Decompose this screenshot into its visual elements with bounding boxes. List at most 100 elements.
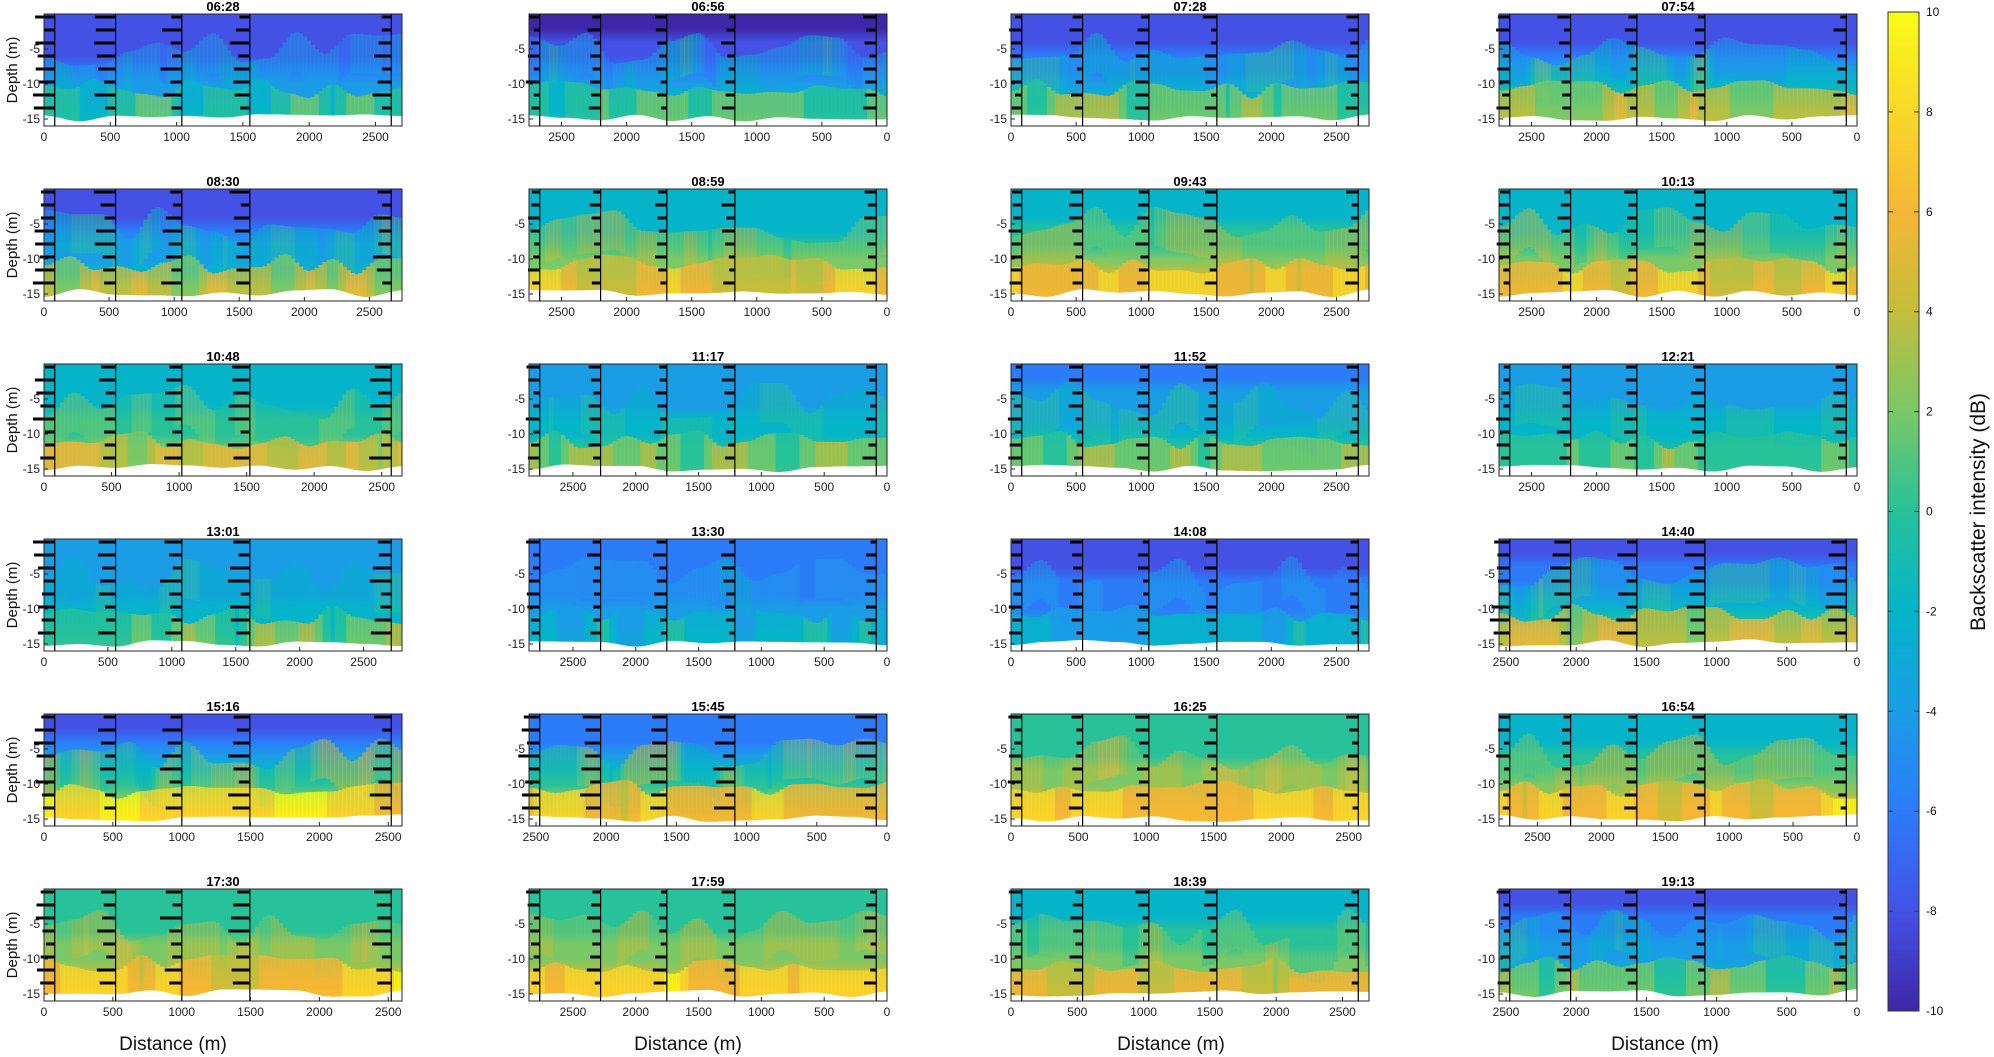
bottom-layer-column: [763, 92, 769, 122]
bottom-layer-column: [1558, 436, 1564, 472]
texture-column: [1166, 54, 1171, 94]
bottom-layer-column: [1682, 443, 1687, 472]
texture-column: [1070, 222, 1076, 262]
bottom-layer-column: [1205, 272, 1211, 297]
texture-column: [386, 402, 391, 442]
bottom-layer-column: [326, 85, 331, 122]
texture-column: [171, 570, 176, 611]
texture-column: [708, 229, 713, 269]
bottom-layer-column: [1845, 798, 1850, 822]
bottom-layer-column: [636, 787, 641, 822]
texture-column: [1217, 589, 1223, 629]
bottom-layer-column: [576, 448, 582, 472]
bottom-layer-column: [1046, 612, 1052, 646]
bottom-layer-column: [779, 257, 785, 296]
bottom-layer-column: [1582, 81, 1588, 121]
bottom-layer-column: [1329, 787, 1334, 822]
texture-column: [787, 44, 793, 84]
texture-column: [1102, 581, 1108, 622]
bottom-layer-column: [1769, 82, 1775, 121]
axes-frame: [528, 538, 888, 652]
bottom-layer-column: [1709, 259, 1715, 297]
bottom-layer-column: [274, 621, 280, 647]
bottom-layer-column: [1789, 88, 1794, 121]
texture-column: [1158, 409, 1163, 449]
texture-column: [1245, 234, 1251, 275]
x-tick-label: 0: [1854, 480, 1861, 494]
bottom-layer-column: [250, 82, 256, 122]
bottom-layer-column: [246, 787, 252, 822]
texture-column: [620, 214, 626, 254]
texture-column: [358, 34, 363, 74]
texture-column: [875, 55, 880, 95]
texture-column: [1054, 226, 1060, 266]
bottom-layer-column: [1741, 80, 1747, 121]
texture-column: [1341, 57, 1346, 97]
texture-column: [350, 33, 355, 73]
bottom-layer-column: [1186, 271, 1191, 297]
bottom-layer-column: [1499, 613, 1504, 647]
texture-column: [274, 764, 280, 805]
texture-column: [584, 394, 590, 435]
bottom-layer-column: [1793, 88, 1798, 121]
texture-column: [67, 919, 73, 959]
texture-column: [215, 409, 220, 449]
x-tick-label: 2500: [1323, 305, 1350, 319]
bottom-layer-column: [612, 781, 618, 822]
texture-column: [1046, 565, 1052, 605]
bottom-layer-column: [851, 88, 856, 122]
bottom-layer-column: [223, 88, 228, 122]
texture-column: [298, 412, 304, 452]
backscatter-field: [1011, 539, 1369, 646]
bottom-layer-column: [183, 786, 188, 822]
texture-column: [1297, 42, 1302, 82]
texture-column: [91, 214, 97, 254]
texture-column: [1534, 740, 1540, 780]
texture-column: [1022, 397, 1028, 437]
bottom-layer-column: [640, 263, 645, 296]
texture-column: [660, 741, 665, 782]
texture-column: [747, 579, 753, 620]
texture-column: [1082, 213, 1088, 253]
texture-column: [195, 44, 200, 84]
bottom-layer-column: [151, 439, 156, 471]
texture-column: [195, 561, 200, 601]
texture-column: [1337, 56, 1342, 96]
texture-column: [1666, 207, 1671, 247]
texture-column: [580, 395, 586, 435]
texture-column: [743, 227, 749, 267]
bottom-layer-column: [1265, 792, 1271, 822]
x-tick-label: 1000: [743, 130, 770, 144]
texture-column: [250, 399, 256, 439]
texture-column: [1526, 383, 1532, 423]
bottom-layer-column: [704, 786, 709, 822]
texture-column: [1769, 45, 1775, 85]
texture-column: [378, 214, 383, 254]
bottom-layer-column: [91, 788, 97, 822]
texture-column: [135, 584, 141, 624]
bottom-layer-column: [1178, 449, 1183, 472]
texture-column: [700, 34, 705, 74]
texture-column: [1269, 50, 1275, 90]
x-tick-label: 1000: [1713, 480, 1740, 494]
y-tick-label: -5: [1484, 742, 1495, 756]
texture-column: [1086, 396, 1092, 436]
bottom-layer-column: [700, 86, 705, 122]
texture-column: [1817, 401, 1822, 441]
texture-column: [1845, 572, 1850, 612]
bottom-layer-column: [1717, 608, 1723, 647]
texture-column: [680, 231, 685, 272]
bottom-layer-column: [1309, 437, 1314, 472]
bottom-layer-column: [1638, 85, 1643, 121]
bottom-layer-column: [1034, 435, 1040, 472]
y-tick-label: -10: [990, 427, 1008, 441]
texture-column: [1693, 734, 1699, 774]
texture-column: [783, 384, 789, 425]
texture-column: [1154, 766, 1159, 806]
bottom-layer-column: [747, 258, 753, 296]
bottom-layer-column: [1753, 436, 1759, 472]
bottom-layer-column: [600, 782, 606, 822]
texture-column: [1126, 60, 1131, 101]
texture-column: [282, 42, 288, 82]
y-tick-label: -10: [508, 602, 526, 616]
